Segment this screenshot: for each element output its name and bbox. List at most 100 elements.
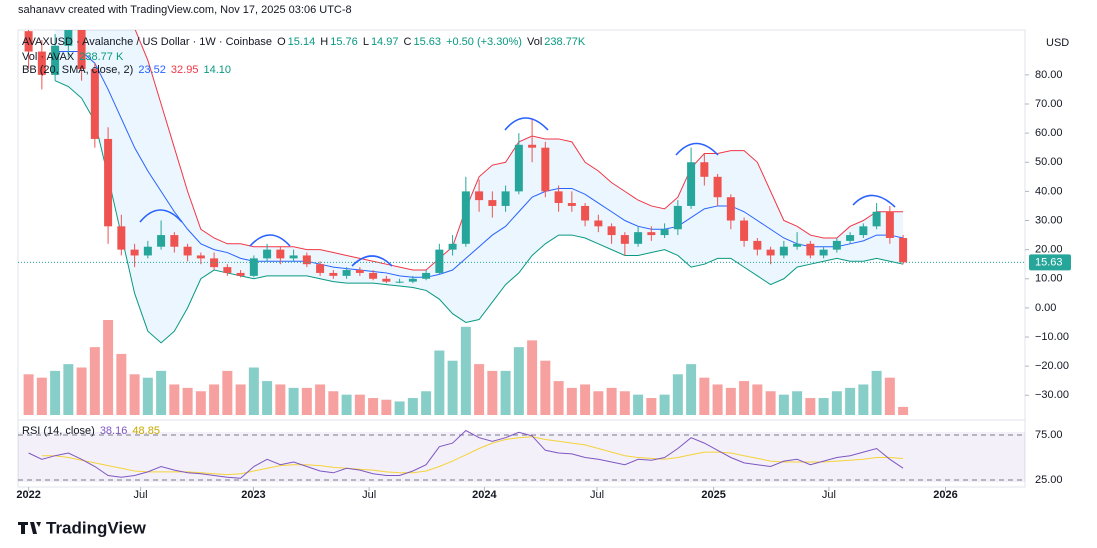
volume-bar [633,394,644,415]
volume-bar [222,370,233,415]
brand: TradingView [46,518,147,537]
volume-bar [50,370,61,415]
volume-bar [818,398,829,415]
volume-bar [421,391,432,415]
y-tick-label: −10.00 [1035,331,1069,343]
candle-body [687,162,696,206]
candle-body [647,232,656,236]
candle-body [24,31,33,52]
value: 15.63 [413,36,442,48]
quote-line: AVAXUSD · Avalanche / US Dollar · 1W · C… [22,36,587,48]
candle-body [183,246,192,256]
label: Vol · AVAX [22,51,75,63]
volume-bar [63,364,74,415]
candle-body [779,246,788,256]
logo-mark [18,522,41,534]
candle-body [143,246,152,256]
volume-bar [540,360,551,415]
arc [249,234,291,247]
candle-body [276,249,285,259]
label: H [320,36,329,48]
volume-bar [739,381,750,415]
volume-bar [619,391,630,415]
volume-bar [845,387,856,415]
candle-body [157,235,166,247]
attribution: sahanavv created with TradingView.com, N… [18,4,352,16]
volume-bar [686,364,697,415]
volume-bar [805,398,816,415]
volume-bar [129,374,140,415]
candle-body [342,270,351,276]
candle-body [196,255,205,259]
volume-bar [315,384,326,415]
value: 15.14 [287,36,316,48]
value: 38.16 [99,425,128,437]
volume-bar [778,394,789,415]
candle-body [726,197,735,221]
volume-bar [500,370,511,415]
candle-body [819,249,828,256]
candle-body [461,191,470,244]
candle-body [885,211,894,238]
y-tick-label: 10.00 [1035,273,1063,285]
volume-bar [553,381,564,415]
symbol: AVAXUSD · Avalanche / US Dollar · 1W · C… [22,36,273,48]
candle-body [223,267,232,273]
label: RSI (14, close) [22,425,95,437]
y-tick-label: −30.00 [1035,389,1069,401]
volume-bar [76,367,87,415]
value: 238.77K [544,36,586,48]
volume-bar [103,320,114,415]
volume-bar [36,377,47,415]
value: 23.52 [138,64,166,76]
rsi-legend: RSI (14, close) 38.16 48.85 [22,425,162,437]
rsi-line [28,429,904,479]
volume-bar [235,384,246,415]
candle-body [806,243,815,256]
value: 48.85 [132,425,160,437]
volume-bar [142,377,153,415]
bb-legend: BB (20, SMA, close, 2) 23.52 32.95 14.10 [22,64,233,76]
last-price-label: 15.63 [1035,256,1063,268]
volume-bar [288,387,299,415]
volume-bar [659,394,670,415]
candle-body [673,205,682,230]
candle-body [316,264,325,273]
candle-body [475,191,484,201]
candle-body [90,69,99,139]
x-tick-label: 2023 [241,489,265,501]
currency: USD [1046,37,1069,49]
candle-body [249,258,258,276]
volume-bar [394,401,405,415]
volume-bar [884,377,895,415]
rsi-tick-label: 25.00 [1035,474,1063,486]
candle-body [581,205,590,221]
volume-bar [368,398,379,415]
candle-body [77,30,86,70]
volume-bar [23,374,34,415]
x-tick-label: 2025 [701,489,725,501]
candle-body [448,243,457,250]
y-tick-label: 30.00 [1035,214,1063,226]
candle-body [620,235,629,244]
y-tick-label: 60.00 [1035,127,1063,139]
volume-bar [580,384,591,415]
volume-bar [752,384,763,415]
volume-bar [182,387,193,415]
volume-bar [792,391,803,415]
volume-bar [566,387,577,415]
candle-body [488,200,497,206]
value: 32.95 [170,64,199,76]
x-tick-label: Jul [822,489,836,501]
volume-bar [460,326,471,415]
y-tick-label: 70.00 [1035,98,1063,110]
volume-bar [248,367,259,415]
y-tick-label: 50.00 [1035,156,1063,168]
volume-bar [712,384,723,415]
candle-body [130,249,139,256]
candle-body [64,30,73,46]
candle-body [51,45,60,75]
candle-body [210,258,219,268]
candle-body [700,162,709,177]
